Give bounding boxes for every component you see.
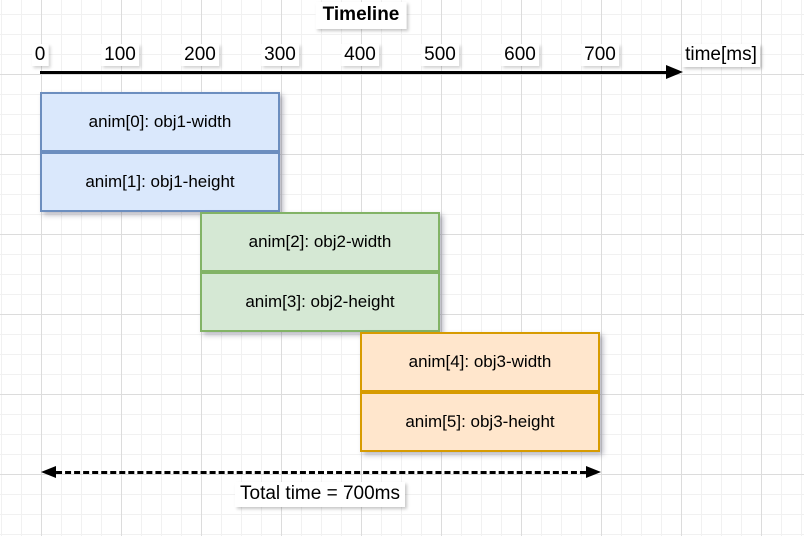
animation-bar: anim[0]: obj1-width <box>40 92 280 152</box>
animation-bar: anim[1]: obj1-height <box>40 152 280 212</box>
axis-line <box>40 71 670 74</box>
axis-tick-label: 500 <box>421 44 459 66</box>
axis-tick-label: 700 <box>581 44 619 66</box>
animation-bar-label: anim[0]: obj1-width <box>88 112 232 131</box>
axis-unit-label: time[ms] <box>682 44 760 67</box>
axis-tick-label: 0 <box>31 44 49 66</box>
animation-bar-label: anim[3]: obj2-height <box>245 292 395 311</box>
animation-bar-label: anim[4]: obj3-width <box>408 352 552 371</box>
axis-tick-label: 400 <box>341 44 379 66</box>
axis-tick-label: 300 <box>261 44 299 66</box>
axis-tick-label: 200 <box>181 44 219 66</box>
animation-bar: anim[5]: obj3-height <box>360 392 600 452</box>
animation-bar: anim[2]: obj2-width <box>200 212 440 272</box>
animation-bar-label: anim[1]: obj1-height <box>85 172 235 191</box>
diagram-title: Timeline <box>315 2 407 29</box>
animation-bar: anim[3]: obj2-height <box>200 272 440 332</box>
total-time-dashed-line <box>47 471 595 474</box>
axis-tick-label: 600 <box>501 44 539 66</box>
animation-bar-label: anim[5]: obj3-height <box>405 412 555 431</box>
axis-tick-label: 100 <box>101 44 139 66</box>
axis-arrowhead-icon <box>666 65 683 79</box>
animation-bar-label: anim[2]: obj2-width <box>248 232 392 251</box>
arrowhead-right-icon <box>586 466 601 478</box>
animation-bar: anim[4]: obj3-width <box>360 332 600 392</box>
animation-group-obj3: anim[4]: obj3-width anim[5]: obj3-height <box>360 332 600 452</box>
total-time-label: Total time = 700ms <box>235 482 405 507</box>
animation-group-obj1: anim[0]: obj1-width anim[1]: obj1-height <box>40 92 280 212</box>
arrowhead-left-icon <box>41 466 56 478</box>
animation-group-obj2: anim[2]: obj2-width anim[3]: obj2-height <box>200 212 440 332</box>
